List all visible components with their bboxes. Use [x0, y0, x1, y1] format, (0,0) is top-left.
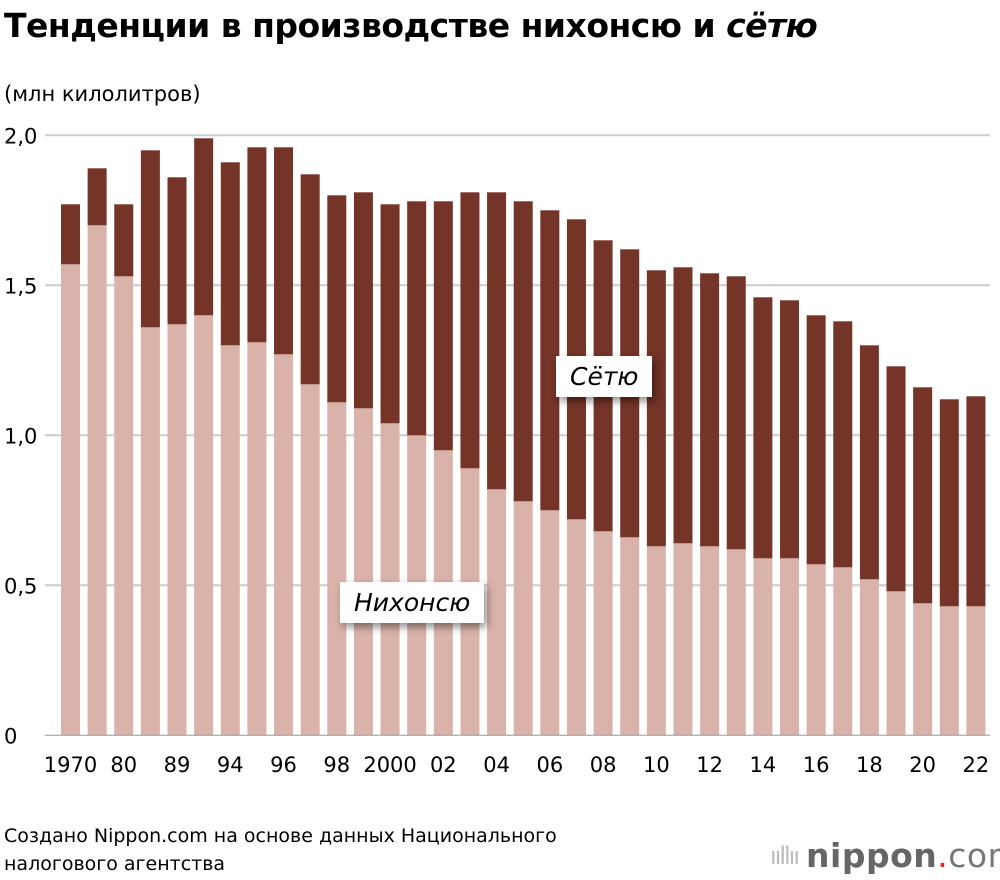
bar-nihonshu: [220, 345, 240, 736]
bar-shochu: [673, 267, 693, 544]
bar-shochu: [460, 192, 480, 469]
bar-shochu: [646, 270, 666, 547]
bar-nihonshu: [513, 501, 533, 736]
y-tick-label: 2,0: [4, 124, 37, 148]
bar-nihonshu: [939, 606, 959, 736]
bar-nihonshu: [646, 546, 666, 736]
bar-shochu: [380, 204, 400, 424]
bar-shochu: [753, 297, 773, 559]
bar-nihonshu: [620, 537, 640, 736]
bar-shochu: [167, 177, 187, 325]
logo-bars-icon: ııllıı: [770, 842, 800, 870]
bar-nihonshu: [380, 423, 400, 736]
bar-shochu: [433, 201, 453, 451]
bar-shochu: [886, 366, 906, 592]
x-tick-label: 16: [803, 753, 830, 777]
title-text: Тенденции в производстве нихонсю и: [4, 6, 727, 45]
bar-nihonshu: [833, 567, 853, 736]
y-tick-label: 0: [4, 724, 17, 748]
bar-nihonshu: [167, 324, 187, 736]
x-tick-label: 06: [536, 753, 563, 777]
bar-shochu: [327, 195, 347, 403]
x-tick-label: 89: [164, 753, 191, 777]
y-tick-label: 0,5: [4, 574, 37, 598]
bar-nihonshu: [327, 402, 347, 736]
series-label-shochu: Сётю: [556, 356, 653, 397]
bar-shochu: [806, 315, 826, 565]
x-tick-label: 94: [217, 753, 244, 777]
bar-nihonshu: [806, 564, 826, 736]
bar-shochu: [274, 147, 294, 355]
y-tick-label: 1,0: [4, 424, 37, 448]
bar-nihonshu: [966, 606, 986, 736]
bar-shochu: [540, 210, 560, 511]
bar-shochu: [513, 201, 533, 502]
x-tick-label: 1970: [44, 753, 97, 777]
series-label-nihonshu: Нихонсю: [340, 582, 485, 623]
bar-shochu: [194, 138, 214, 316]
x-tick-label: 04: [483, 753, 510, 777]
bar-nihonshu: [487, 489, 507, 736]
bar-shochu: [780, 300, 800, 559]
bar-shochu: [939, 399, 959, 607]
bar-nihonshu: [300, 384, 320, 736]
bar-shochu: [487, 192, 507, 490]
bar-nihonshu: [593, 531, 613, 736]
bar-nihonshu: [673, 543, 693, 736]
x-tick-label: 20: [909, 753, 936, 777]
bar-nihonshu: [913, 603, 933, 736]
x-tick-label: 12: [696, 753, 723, 777]
x-tick-label: 18: [856, 753, 883, 777]
bar-shochu: [220, 162, 240, 346]
bar-nihonshu: [726, 549, 746, 736]
bar-nihonshu: [247, 342, 267, 736]
chart-title: Тенденции в производстве нихонсю и сётю: [4, 6, 818, 45]
x-tick-label: 14: [750, 753, 777, 777]
bar-nihonshu: [61, 264, 80, 736]
bar-shochu: [833, 321, 853, 568]
bar-nihonshu: [140, 327, 160, 736]
bar-nihonshu: [353, 408, 373, 736]
source-note: Создано Nippon.com на основе данных Наци…: [4, 825, 557, 875]
bar-nihonshu: [87, 225, 107, 736]
bar-shochu: [300, 174, 320, 385]
bar-shochu: [247, 147, 267, 343]
bar-shochu: [114, 204, 134, 277]
x-tick-label: 08: [590, 753, 617, 777]
y-axis-unit: (млн килолитров): [4, 82, 201, 106]
bar-shochu: [353, 192, 373, 409]
bar-nihonshu: [194, 315, 214, 736]
title-italic-text: сётю: [726, 6, 818, 45]
bar-nihonshu: [540, 510, 560, 736]
bar-nihonshu: [114, 276, 134, 736]
bar-shochu: [140, 150, 160, 328]
bar-nihonshu: [859, 579, 879, 736]
x-tick-label: 96: [270, 753, 297, 777]
bar-shochu: [859, 345, 879, 580]
x-tick-label: 98: [323, 753, 350, 777]
bar-shochu: [700, 273, 720, 547]
bar-nihonshu: [886, 591, 906, 736]
bar-shochu: [726, 276, 746, 550]
x-tick-label: 02: [430, 753, 457, 777]
bar-nihonshu: [274, 354, 294, 736]
bar-nihonshu: [753, 558, 773, 736]
bar-nihonshu: [780, 558, 800, 736]
x-tick-label: 80: [110, 753, 137, 777]
x-tick-label: 22: [963, 753, 990, 777]
x-tick-label: 2000: [363, 753, 416, 777]
bar-nihonshu: [566, 519, 586, 736]
bar-nihonshu: [700, 546, 720, 736]
bar-shochu: [966, 396, 986, 607]
bar-shochu: [407, 201, 427, 436]
x-tick-label: 10: [643, 753, 670, 777]
bar-shochu: [913, 387, 933, 604]
y-tick-label: 1,5: [4, 274, 37, 298]
bar-shochu: [87, 168, 107, 226]
bar-shochu: [61, 204, 80, 265]
